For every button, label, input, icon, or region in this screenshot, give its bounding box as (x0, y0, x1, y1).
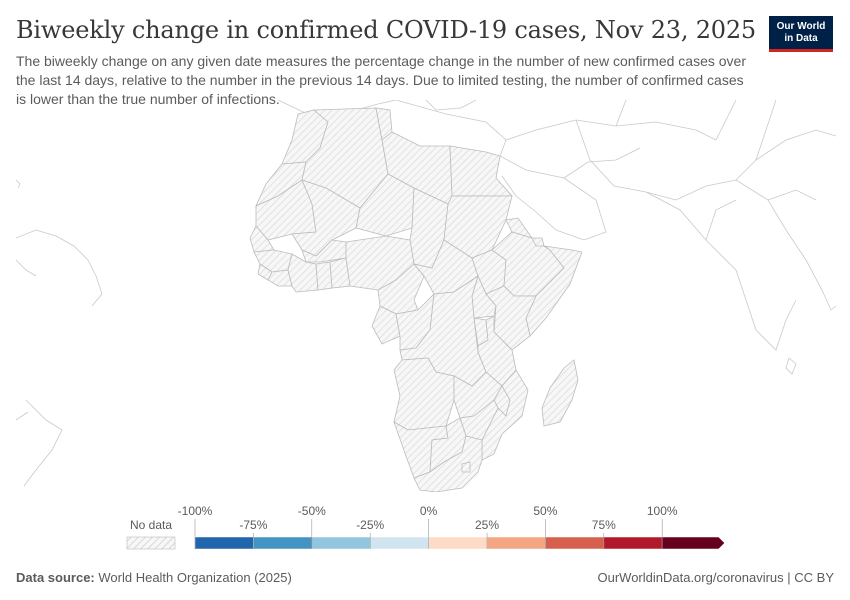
logo-line-2: in Data (784, 33, 818, 44)
legend-tick-label: 25% (475, 518, 499, 532)
legend-tick-label: 75% (592, 518, 616, 532)
data-source-label: Data source: (16, 570, 95, 585)
legend-bin (428, 536, 488, 550)
country-ghana[interactable] (315, 261, 333, 291)
legend-tick-label: 0% (420, 504, 438, 518)
country-lesotho[interactable] (461, 461, 471, 473)
legend-bin (369, 536, 429, 550)
legend-tick-labels: -100% -75% -50% -25% 0% 25% 50% 75% 100% (178, 504, 678, 549)
footer-link[interactable]: OurWorldinData.org/coronavirus | CC BY (597, 570, 834, 585)
data-source: Data source: World Health Organization (… (16, 570, 292, 585)
legend-tick-label: 50% (533, 504, 557, 518)
legend-bin (486, 536, 546, 550)
chart-title: Biweekly change in confirmed COVID-19 ca… (16, 16, 756, 44)
legend-bin (661, 536, 725, 550)
legend-bin (603, 536, 663, 550)
choropleth-map[interactable] (16, 100, 836, 492)
legend-no-data-swatch (126, 536, 176, 550)
legend-tick-label: -100% (178, 504, 213, 518)
data-source-value: World Health Organization (2025) (98, 570, 292, 585)
legend-bin (311, 536, 371, 550)
legend-bin (194, 536, 254, 550)
country-liberia[interactable] (267, 269, 293, 287)
legend-tick-label: -50% (298, 504, 326, 518)
chart-subtitle: The biweekly change on any given date me… (16, 53, 746, 107)
legend-no-data: No data (126, 518, 176, 550)
americas-outline (16, 179, 103, 487)
country-south-africa[interactable] (413, 435, 483, 492)
legend-bin (253, 536, 313, 550)
owid-logo[interactable]: Our World in Data (769, 16, 833, 52)
country-gabon[interactable] (371, 305, 401, 345)
logo-line-1: Our World (776, 21, 826, 32)
map-legend[interactable]: No data -100% -75% -50% -25% 0% 25% 50% 75% 100% (0, 498, 850, 558)
legend-color-bins (194, 536, 725, 550)
country-madagascar[interactable] (541, 359, 579, 427)
country-egypt[interactable] (449, 145, 513, 197)
legend-tick-label: -25% (356, 518, 384, 532)
legend-no-data-label: No data (130, 518, 172, 532)
legend-bin (545, 536, 605, 550)
africa-countries[interactable] (249, 107, 583, 492)
legend-tick-label: -75% (239, 518, 267, 532)
legend-tick-label: 100% (647, 504, 678, 518)
